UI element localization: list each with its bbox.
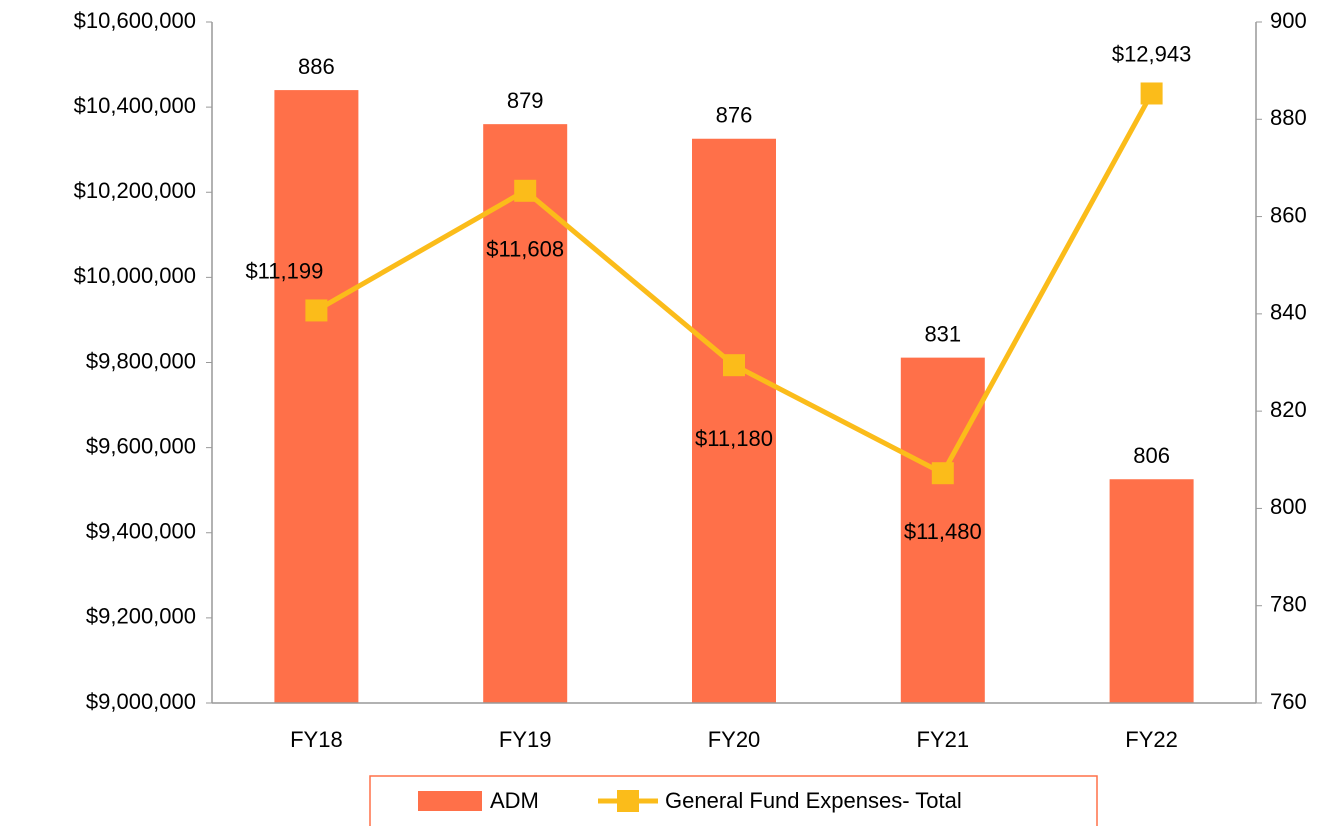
bar: [900, 357, 985, 703]
annotation: $12,943: [1112, 41, 1192, 66]
marker: [305, 299, 328, 322]
legend-box: [369, 775, 1098, 826]
y-tick-label: $10,400,000: [74, 93, 196, 118]
y-tick-label: $9,600,000: [86, 433, 196, 458]
data-label: 886: [298, 54, 335, 79]
x-tick-label: FY22: [1125, 727, 1178, 752]
y2-tick-label: 840: [1270, 300, 1307, 325]
y2-tick-label: 880: [1270, 105, 1307, 130]
marker: [723, 354, 745, 377]
annotation: $11,180: [695, 426, 773, 451]
legend-swatch: [418, 791, 482, 811]
bar: [692, 138, 776, 703]
x-tick-label: FY19: [499, 727, 552, 752]
legend-label: ADM: [490, 788, 539, 813]
y2-tick-label: 900: [1270, 8, 1307, 33]
x-tick-label: FY20: [708, 727, 761, 752]
marker: [514, 179, 537, 202]
y-tick-label: $10,000,000: [74, 263, 196, 288]
x-tick-label: FY21: [917, 727, 970, 752]
y-tick-label: $10,600,000: [74, 8, 196, 33]
bar: [274, 90, 359, 704]
data-label: 831: [924, 321, 961, 346]
y-tick-label: $9,400,000: [86, 519, 196, 544]
legend-marker: [617, 790, 639, 812]
data-label: 879: [507, 88, 544, 113]
y2-tick-label: 760: [1270, 689, 1307, 714]
y2-tick-label: 800: [1270, 494, 1307, 519]
legend-label: General Fund Expenses- Total: [665, 788, 962, 813]
data-label: 876: [716, 103, 753, 128]
annotation: $11,608: [486, 237, 564, 262]
data-label: 806: [1133, 443, 1170, 468]
y2-tick-label: 820: [1270, 397, 1307, 422]
bar: [483, 124, 568, 703]
y2-tick-label: 860: [1270, 202, 1307, 227]
y-tick-label: $9,000,000: [86, 689, 196, 714]
y-tick-label: $10,200,000: [74, 178, 196, 203]
y-tick-label: $9,200,000: [86, 604, 196, 629]
marker: [931, 462, 954, 485]
y2-tick-label: 780: [1270, 592, 1307, 617]
y-tick-label: $9,800,000: [86, 348, 196, 373]
marker: [1140, 82, 1163, 105]
x-tick-label: FY18: [290, 727, 343, 752]
annotation: $11,480: [904, 519, 982, 544]
annotation: $11,199: [245, 258, 323, 283]
bar: [1109, 479, 1194, 703]
